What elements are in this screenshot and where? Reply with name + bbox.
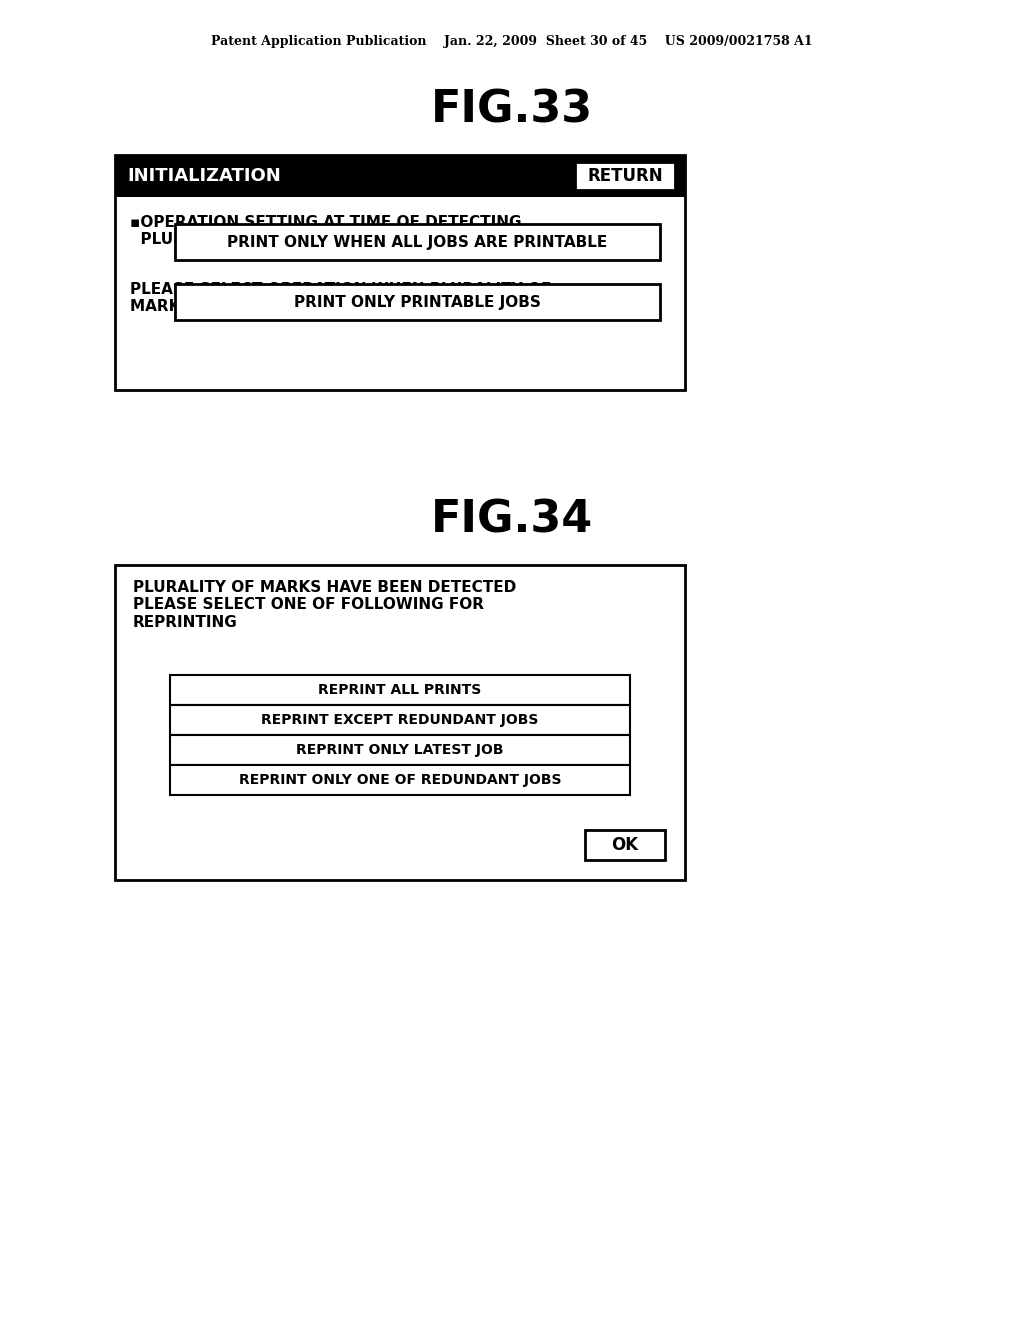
Text: REPRINT ALL PRINTS: REPRINT ALL PRINTS (318, 682, 481, 697)
Bar (115, 154, 685, 197)
Text: REPRINT EXCEPT REDUNDANT JOBS: REPRINT EXCEPT REDUNDANT JOBS (261, 713, 539, 727)
Text: PLURALITY OF MARKS HAVE BEEN DETECTED
PLEASE SELECT ONE OF FOLLOWING FOR
REPRINT: PLURALITY OF MARKS HAVE BEEN DETECTED PL… (133, 579, 516, 630)
Bar (575, 162, 675, 190)
Bar (175, 224, 660, 260)
Bar (115, 154, 685, 389)
Text: PLEASE SELECT OPERATION WHEN PLURALITY OF
MARKS ARE DETECTED: PLEASE SELECT OPERATION WHEN PLURALITY O… (130, 282, 551, 314)
Bar (115, 565, 685, 880)
Text: REPRINT ONLY ONE OF REDUNDANT JOBS: REPRINT ONLY ONE OF REDUNDANT JOBS (239, 774, 561, 787)
Bar (585, 830, 665, 861)
Text: PRINT ONLY PRINTABLE JOBS: PRINT ONLY PRINTABLE JOBS (294, 294, 541, 309)
Text: FIG.34: FIG.34 (431, 499, 593, 541)
Bar (170, 735, 630, 766)
Text: Patent Application Publication    Jan. 22, 2009  Sheet 30 of 45    US 2009/00217: Patent Application Publication Jan. 22, … (211, 36, 813, 49)
Bar (170, 766, 630, 795)
Text: PRINT ONLY WHEN ALL JOBS ARE PRINTABLE: PRINT ONLY WHEN ALL JOBS ARE PRINTABLE (227, 235, 607, 249)
Text: OK: OK (611, 836, 639, 854)
Bar (170, 705, 630, 735)
Bar (175, 284, 660, 319)
Text: ▪OPERATION SETTING AT TIME OF DETECTING
  PLURALITY OF MARKS: ▪OPERATION SETTING AT TIME OF DETECTING … (130, 215, 521, 247)
Text: INITIALIZATION: INITIALIZATION (127, 168, 281, 185)
Text: FIG.33: FIG.33 (431, 88, 593, 132)
Text: REPRINT ONLY LATEST JOB: REPRINT ONLY LATEST JOB (296, 743, 504, 756)
Text: RETURN: RETURN (587, 168, 663, 185)
Bar (170, 675, 630, 705)
